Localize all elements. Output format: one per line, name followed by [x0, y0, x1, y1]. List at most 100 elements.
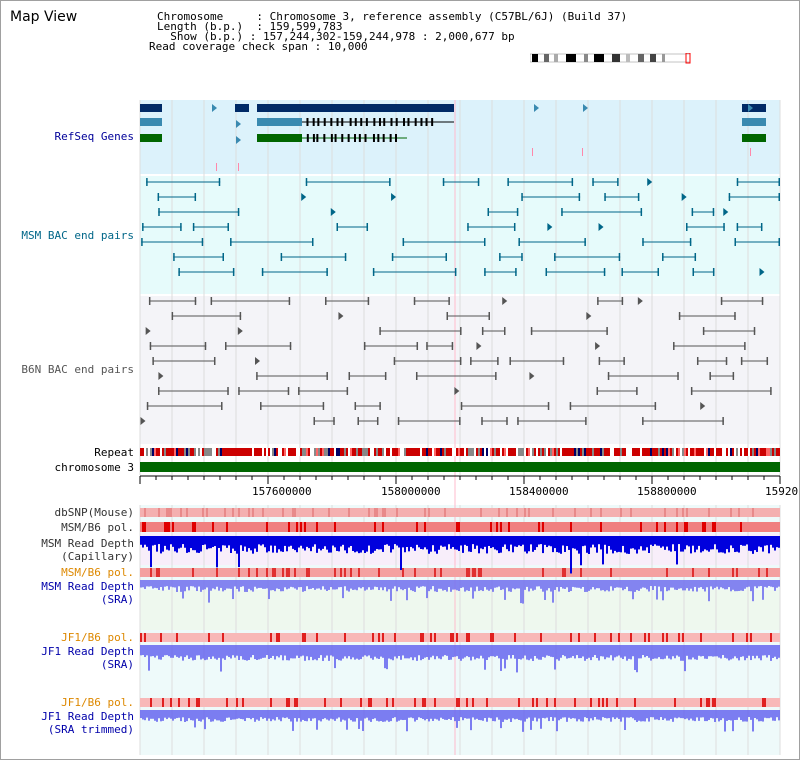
repeat-segment [322, 448, 324, 456]
heat-cell [654, 522, 656, 532]
depth-bar [518, 710, 520, 720]
heat-cell [480, 522, 482, 532]
heat-cell [626, 508, 628, 517]
depth-bar [538, 645, 540, 660]
depth-bar [710, 710, 712, 718]
heat-cell [292, 633, 294, 642]
depth-bar [310, 710, 312, 721]
depth-bar [392, 710, 394, 719]
depth-bar [528, 645, 530, 661]
depth-bar [500, 536, 502, 553]
heat-cell [270, 522, 272, 532]
heat-cell [304, 522, 306, 532]
depth-bar [616, 710, 618, 718]
depth-bar [396, 710, 398, 722]
repeat-segment [386, 448, 388, 456]
depth-bar [492, 536, 494, 548]
heat-cell [148, 633, 150, 642]
heat-cell [142, 633, 144, 642]
heat-cell [264, 508, 266, 517]
repeat-segment [730, 448, 732, 456]
axis-tick-label: 158400000 [509, 485, 569, 498]
depth-bar [612, 536, 614, 554]
heat-cell [662, 568, 664, 577]
heat-cell [640, 633, 642, 642]
heat-cell [164, 633, 166, 642]
heat-cell [404, 698, 406, 707]
depth-bar [342, 710, 344, 720]
depth-bar [312, 645, 314, 661]
repeat-segment [578, 448, 580, 456]
heat-cell [670, 568, 672, 577]
heat-cell [192, 508, 194, 517]
b6n-bac-label[interactable]: B6N BAC end pairs [21, 363, 134, 376]
depth-bar [422, 536, 424, 550]
heat-cell [740, 633, 742, 642]
heat-cell [200, 508, 202, 517]
heat-cell [770, 633, 772, 642]
repeat-segment [174, 448, 176, 456]
depth-bar [428, 710, 430, 722]
heat-cell [338, 698, 340, 707]
heat-cell [586, 522, 588, 532]
bac-end [621, 268, 623, 276]
heat-cell [310, 568, 312, 577]
heat-cell [480, 633, 482, 642]
heat-cell [462, 698, 464, 707]
heat-cell [484, 522, 486, 532]
repeat-segment [710, 448, 712, 456]
heat-cell [492, 698, 494, 707]
heat-cell [330, 522, 332, 532]
heat-cell [444, 522, 446, 532]
depth-bar [666, 645, 668, 656]
heat-cell [644, 568, 646, 577]
depth-bar [288, 580, 290, 589]
refseq-genes-label[interactable]: RefSeq Genes [54, 130, 134, 143]
depth-bar [274, 580, 276, 592]
repeat-segment [630, 448, 632, 456]
heat-cell [468, 568, 470, 577]
depth-bar [538, 710, 540, 719]
depth-bar [236, 580, 238, 589]
exon [341, 134, 344, 142]
depth-bar [408, 645, 410, 659]
depth-bar [630, 580, 632, 592]
depth-bar [686, 536, 688, 546]
depth-bar [660, 536, 662, 548]
depth-bar [612, 645, 614, 661]
depth-bar [586, 580, 588, 592]
heat-cell [422, 568, 424, 577]
heat-cell [466, 568, 468, 577]
heat-cell [774, 698, 776, 707]
heat-cell [690, 698, 692, 707]
depth-bar [194, 580, 196, 588]
bac-end [426, 342, 428, 350]
depth-bar [682, 645, 684, 661]
bac-end [606, 327, 608, 335]
depth-bar [654, 710, 656, 720]
heat-cell [432, 698, 434, 707]
heat-cell [592, 508, 594, 517]
depth-bar [664, 710, 666, 719]
depth-bar [306, 710, 308, 722]
repeat-segment [698, 448, 700, 456]
bac-end [348, 372, 351, 380]
heat-cell [750, 522, 752, 532]
repeat-segment [368, 448, 370, 456]
heat-cell [694, 508, 696, 517]
chromosome-ideogram[interactable] [530, 53, 692, 65]
heat-cell [774, 568, 776, 577]
heat-cell [768, 633, 770, 642]
bac-end [778, 178, 780, 186]
heat-cell [688, 522, 690, 532]
heat-cell [222, 568, 224, 577]
heat-cell [602, 633, 604, 642]
heat-cell [376, 522, 378, 532]
msm-bac-label[interactable]: MSM BAC end pairs [21, 229, 134, 242]
repeat-segment [468, 448, 470, 456]
bac-end [448, 297, 450, 305]
heat-cell [406, 508, 408, 517]
depth-bar [374, 580, 376, 587]
depth-bar [222, 710, 224, 722]
